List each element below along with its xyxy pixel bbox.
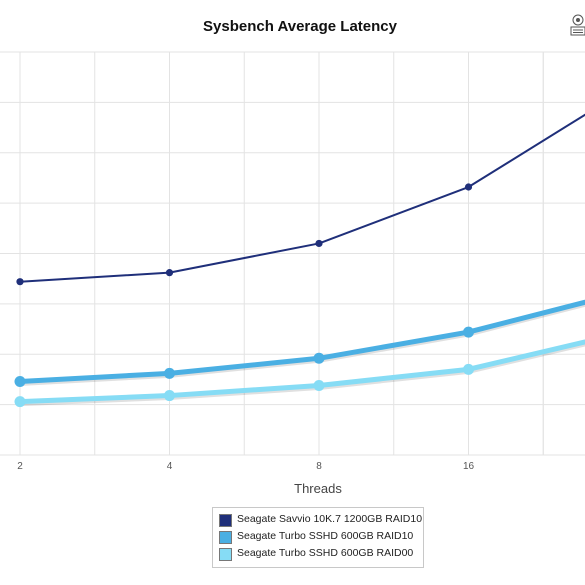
data-point[interactable] — [16, 278, 24, 286]
data-point[interactable] — [165, 269, 174, 277]
x-tick-label: 16 — [463, 461, 475, 472]
data-point[interactable] — [463, 363, 474, 375]
legend-label: Seagate Turbo SSHD 600GB RAID10 — [237, 530, 414, 542]
data-point[interactable] — [164, 367, 175, 379]
legend-label: Seagate Savvio 10K.7 1200GB RAID10 — [237, 513, 423, 525]
data-point[interactable] — [313, 379, 325, 391]
x-tick-labels: 2481632 — [17, 461, 475, 472]
grid — [0, 51, 585, 456]
x-tick-label: 8 — [316, 461, 322, 472]
data-point[interactable] — [313, 352, 325, 364]
data-point[interactable] — [315, 239, 323, 248]
legend-label: Seagate Turbo SSHD 600GB RAID00 — [237, 547, 414, 559]
series-2 — [14, 339, 585, 408]
data-point[interactable] — [464, 183, 473, 191]
x-axis-label: Threads — [294, 481, 342, 496]
x-tick-label: 2 — [17, 461, 23, 472]
series-line-shadow — [19, 341, 585, 407]
series-1 — [14, 299, 585, 387]
legend: Seagate Savvio 10K.7 1200GB RAID10 Seaga… — [212, 507, 424, 568]
series-0 — [16, 113, 585, 286]
series-line — [17, 299, 585, 384]
legend-swatch — [219, 514, 232, 527]
series-layer — [14, 113, 585, 408]
chart-title: Sysbench Average Latency — [203, 18, 397, 35]
data-point[interactable] — [164, 390, 175, 402]
data-point[interactable] — [14, 375, 26, 387]
context-menu-icon — [570, 14, 585, 36]
context-menu-button[interactable] — [568, 14, 585, 38]
legend-swatch — [219, 531, 232, 544]
legend-swatch — [219, 548, 232, 561]
data-point[interactable] — [14, 396, 26, 408]
series-line — [17, 339, 585, 405]
x-tick-label: 4 — [167, 461, 173, 472]
data-point[interactable] — [463, 326, 474, 338]
series-line-shadow — [19, 301, 585, 386]
